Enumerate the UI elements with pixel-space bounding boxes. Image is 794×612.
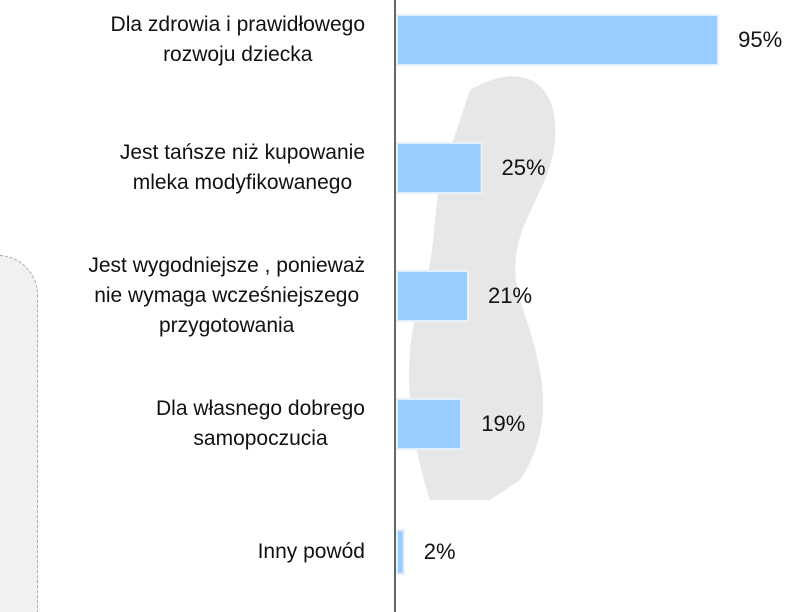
category-label: Jest tańsze niż kupowanie mleka modyfiko… [119,141,365,194]
value-label: 95% [738,27,783,52]
bar [396,142,483,194]
value-label: 25% [501,155,546,180]
category-label: Jest wygodniejsze , ponieważ nie wymaga … [88,254,365,337]
dashed-panel [0,255,38,612]
bar [396,529,405,575]
value-label: 19% [481,411,526,436]
bar [396,398,463,450]
category-label: Dla własnego dobrego samopoczucia [156,397,365,450]
category-label: Dla zdrowia i prawidłowego rozwoju dziec… [110,13,365,66]
bar [396,14,720,66]
value-label: 2% [423,539,456,564]
bar [396,270,469,322]
value-label: 21% [487,283,533,308]
category-label: Inny powód [257,540,365,563]
